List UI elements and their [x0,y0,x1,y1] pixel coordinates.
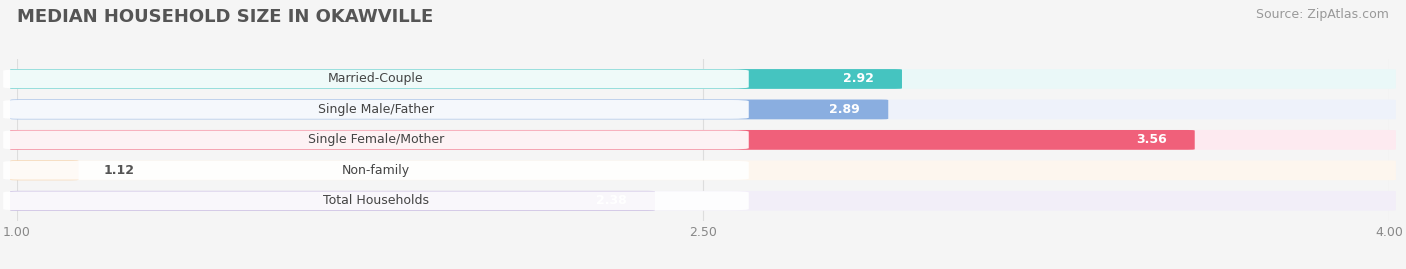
Text: Single Female/Mother: Single Female/Mother [308,133,444,146]
Text: 3.56: 3.56 [1136,133,1167,146]
Text: 2.38: 2.38 [596,194,627,207]
FancyBboxPatch shape [10,130,1396,150]
FancyBboxPatch shape [10,160,1396,180]
FancyBboxPatch shape [3,191,749,210]
Text: MEDIAN HOUSEHOLD SIZE IN OKAWVILLE: MEDIAN HOUSEHOLD SIZE IN OKAWVILLE [17,8,433,26]
Text: 2.92: 2.92 [844,72,875,86]
FancyBboxPatch shape [10,100,1396,119]
FancyBboxPatch shape [10,191,1396,211]
Text: 2.89: 2.89 [830,103,860,116]
Text: Married-Couple: Married-Couple [328,72,423,86]
Text: 1.12: 1.12 [104,164,135,177]
FancyBboxPatch shape [10,69,1396,89]
FancyBboxPatch shape [10,191,655,211]
Text: Single Male/Father: Single Male/Father [318,103,434,116]
FancyBboxPatch shape [3,100,749,119]
FancyBboxPatch shape [10,69,903,89]
FancyBboxPatch shape [10,160,79,180]
FancyBboxPatch shape [3,69,749,89]
FancyBboxPatch shape [10,130,1195,150]
Text: Source: ZipAtlas.com: Source: ZipAtlas.com [1256,8,1389,21]
Text: Total Households: Total Households [323,194,429,207]
Text: Non-family: Non-family [342,164,411,177]
FancyBboxPatch shape [10,100,889,119]
FancyBboxPatch shape [3,130,749,149]
FancyBboxPatch shape [3,161,749,180]
